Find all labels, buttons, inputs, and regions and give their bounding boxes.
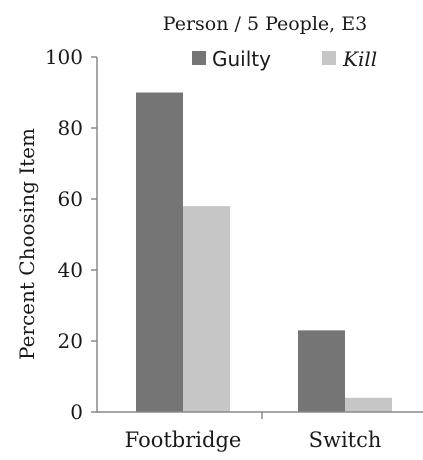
y-axis-ticks: 0 20 40 60 80 100	[45, 45, 97, 424]
y-axis-title: Percent Choosing Item	[15, 128, 39, 360]
bar-kill-switch	[345, 397, 392, 412]
legend-label-kill: Kill	[342, 47, 377, 71]
x-axis-labels: Footbridge Switch	[125, 428, 382, 452]
bar-kill-footbridge	[183, 206, 230, 412]
bar-guilty-switch	[298, 330, 345, 412]
bars	[136, 92, 392, 412]
y-tick-label: 0	[70, 400, 83, 424]
legend-swatch-guilty	[192, 51, 206, 65]
y-tick-label: 20	[58, 329, 83, 353]
y-tick-label: 100	[45, 45, 83, 69]
legend-swatch-kill	[322, 51, 336, 65]
x-category-label: Footbridge	[125, 428, 242, 452]
x-category-label: Switch	[309, 428, 382, 452]
bar-guilty-footbridge	[136, 92, 183, 412]
y-tick-label: 60	[58, 187, 83, 211]
legend: Guilty Kill	[192, 47, 377, 71]
chart-title: Person / 5 People, E3	[163, 13, 367, 35]
y-tick-label: 40	[58, 258, 83, 282]
legend-label-guilty: Guilty	[212, 47, 271, 71]
y-tick-label: 80	[58, 116, 83, 140]
axes	[96, 57, 423, 419]
